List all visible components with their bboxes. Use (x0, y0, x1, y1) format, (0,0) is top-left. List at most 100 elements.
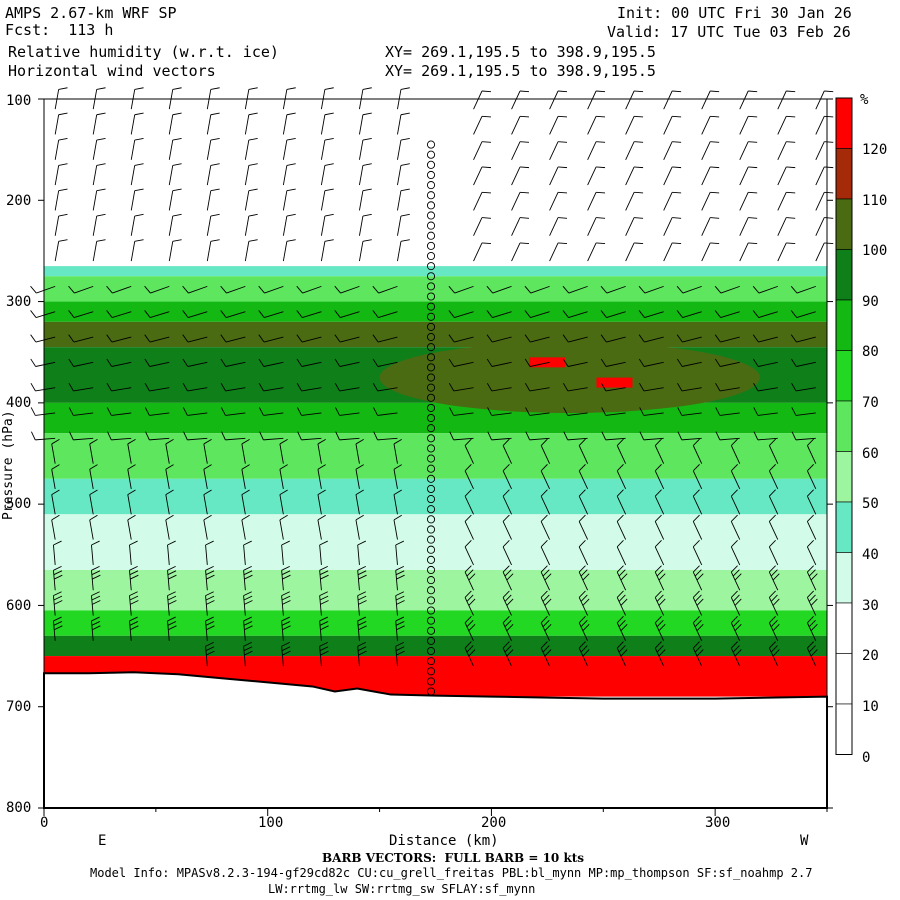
calm-wind-circle (426, 636, 436, 645)
x-tick-label: 200 (481, 815, 507, 831)
wind-barb-flag (769, 489, 776, 497)
wind-barb (719, 437, 740, 441)
wind-barb-flag (466, 619, 474, 628)
wind-barb (129, 544, 132, 565)
wind-barb (453, 437, 474, 441)
wind-barb (91, 570, 94, 591)
wind-barb (730, 470, 741, 490)
wind-barb (587, 242, 597, 262)
wind-barb-flag (734, 649, 742, 657)
wind-barb (111, 412, 132, 416)
wind-barb-flag (790, 285, 798, 294)
wind-barb (682, 311, 702, 318)
wind-barb-flag (542, 594, 550, 602)
wind-barb-flag (448, 285, 456, 294)
wind-barb-flag (786, 217, 796, 219)
rh-lens (379, 342, 760, 413)
wind-barb (35, 437, 56, 441)
calm-wind-column (426, 140, 436, 696)
wind-barb-flag (355, 489, 364, 495)
wind-barb-flag (692, 489, 700, 497)
wind-barb-flag (362, 87, 372, 90)
wind-barb (165, 469, 170, 490)
wind-barb (549, 116, 559, 135)
calm-wind-circle (426, 353, 436, 362)
colorbar-label: 10 (862, 699, 879, 715)
colorbar-label: 80 (862, 344, 879, 360)
wind-barb-flag (618, 619, 626, 628)
wind-barb-flag (558, 191, 568, 194)
wind-barb-flag (144, 358, 151, 367)
wind-barb-flag (676, 334, 683, 343)
wind-barb (282, 215, 288, 236)
wind-barb-flag (544, 649, 552, 657)
wind-barb (578, 571, 589, 591)
wind-barb-flag (696, 598, 704, 606)
wind-barb (540, 495, 551, 515)
wind-barb-flag (620, 623, 628, 632)
wind-barb (355, 469, 360, 490)
wind-barb-flag (504, 594, 512, 602)
wind-barb (720, 336, 740, 343)
rh-band (44, 301, 827, 322)
wind-barb (281, 620, 284, 641)
wind-barb (358, 215, 364, 236)
wind-barb-flag (791, 431, 797, 441)
wind-barb (279, 519, 284, 540)
wind-barb-flag (362, 112, 372, 116)
wind-barb-flag (710, 90, 720, 93)
wind-barb (358, 165, 364, 186)
wind-barb-flag (540, 590, 548, 598)
wind-barb (111, 387, 132, 392)
wind-barb (395, 570, 398, 591)
wind-barb (502, 521, 512, 540)
wind-barb (777, 116, 787, 135)
wind-barb-flag (448, 334, 455, 343)
wind-barb-flag (807, 590, 814, 598)
wind-barb (492, 336, 512, 343)
wind-barb-flag (296, 285, 303, 294)
wind-barb-flag (620, 573, 628, 581)
wind-barb-flag (54, 574, 63, 580)
wind-barb (206, 241, 212, 262)
wind-barb-flag (296, 310, 303, 318)
wind-barb-flag (357, 641, 366, 647)
wind-barb (473, 141, 483, 160)
wind-barb-flag (486, 358, 493, 367)
wind-barb-flag (68, 310, 75, 318)
wind-barb-flag (106, 310, 113, 318)
wind-barb-flag (464, 438, 472, 446)
wind-barb-flag (578, 438, 586, 446)
wind-barb (502, 546, 512, 566)
calm-wind-circle (426, 332, 436, 342)
wind-barb-flag (772, 573, 780, 581)
wind-barb-flag (468, 623, 476, 632)
wind-barb (616, 445, 627, 464)
wind-barb-flag (279, 489, 288, 495)
wind-barb-flag (51, 514, 60, 521)
wind-barb (616, 647, 627, 667)
calm-wind-circle (426, 403, 436, 412)
wind-barb (739, 116, 749, 135)
wind-barb (35, 336, 56, 343)
wind-barb-flag (807, 438, 814, 446)
wind-barb (320, 165, 326, 186)
wind-barb (739, 166, 749, 186)
rh-band (44, 569, 827, 611)
wind-barb (206, 114, 212, 135)
wind-barb-flag (362, 163, 372, 166)
wind-barb-flag (769, 438, 776, 446)
wind-barb (511, 116, 521, 135)
wind-barb-flag (464, 489, 472, 497)
wind-barb-flag (400, 137, 410, 141)
wind-barb (73, 361, 94, 367)
wind-barb-flag (259, 431, 264, 441)
wind-barb-flag (334, 285, 341, 294)
wind-barb-flag (134, 137, 144, 141)
wind-barb-flag (769, 514, 776, 522)
wind-barb (317, 443, 322, 464)
wind-barb-flag (68, 285, 75, 294)
wind-barb-flag (558, 242, 568, 245)
wind-barb-flag (281, 616, 290, 622)
wind-barb-flag (486, 382, 493, 392)
